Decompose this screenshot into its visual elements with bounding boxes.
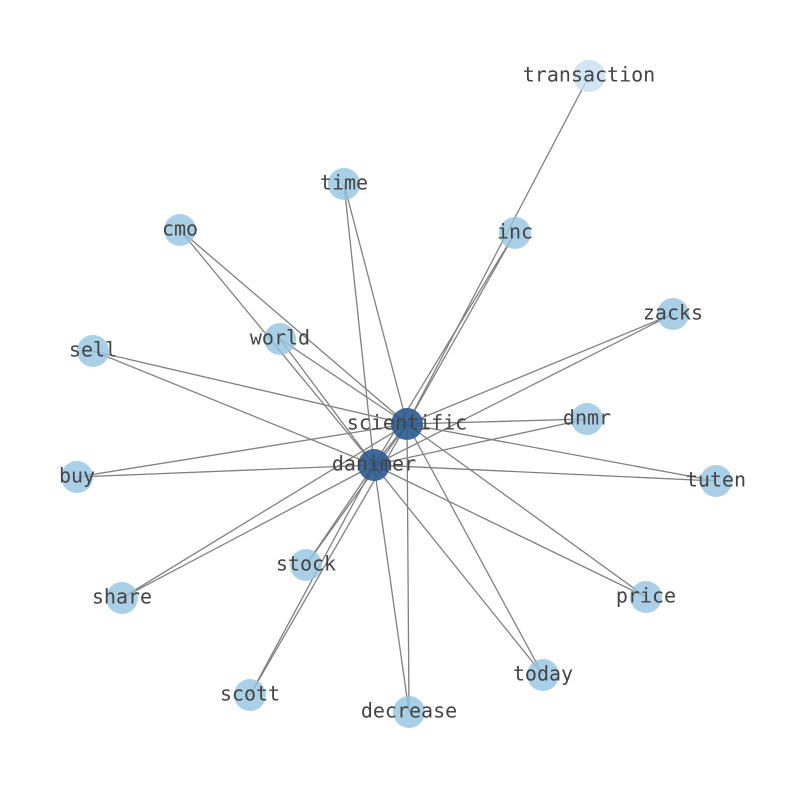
node-label: price xyxy=(616,584,676,608)
node-label: decrease xyxy=(361,699,457,723)
edge xyxy=(373,418,588,466)
edge xyxy=(121,423,408,599)
node xyxy=(573,60,605,92)
edge xyxy=(406,418,588,425)
node xyxy=(358,449,390,481)
node xyxy=(77,335,109,367)
node xyxy=(328,168,360,200)
edge xyxy=(343,183,408,425)
node-label: stock xyxy=(276,552,336,576)
node xyxy=(571,403,603,435)
edge xyxy=(92,350,375,466)
node xyxy=(290,549,322,581)
node xyxy=(630,581,662,613)
edge xyxy=(406,232,516,425)
edge xyxy=(406,423,647,598)
node-label: transaction xyxy=(523,63,655,87)
edge xyxy=(76,423,408,478)
node xyxy=(527,659,559,691)
edge xyxy=(179,229,408,425)
node-label: cmo xyxy=(162,217,198,241)
node-label: today xyxy=(513,662,573,686)
edge xyxy=(373,464,410,713)
edges xyxy=(76,75,717,713)
node xyxy=(61,461,93,493)
node xyxy=(499,217,531,249)
edge xyxy=(92,350,408,425)
edge xyxy=(279,338,375,466)
edge xyxy=(121,464,375,599)
edge xyxy=(406,423,410,713)
edge xyxy=(305,464,375,566)
node xyxy=(234,679,266,711)
node-label: scott xyxy=(220,682,280,706)
node-label: scientific xyxy=(347,411,467,435)
node xyxy=(393,696,425,728)
node-label: danimer xyxy=(332,452,416,476)
edge xyxy=(279,338,408,425)
edge xyxy=(373,464,647,598)
node xyxy=(106,582,138,614)
node xyxy=(657,298,689,330)
edge xyxy=(343,183,375,466)
node xyxy=(164,214,196,246)
node-label: world xyxy=(250,326,310,350)
node-label: share xyxy=(92,585,152,609)
edge xyxy=(406,75,590,425)
nodes: transaction time cmo inc zacks world sell scien… xyxy=(59,60,746,728)
node-label: inc xyxy=(497,220,533,244)
node-label: zacks xyxy=(643,301,703,325)
edge xyxy=(373,464,717,482)
node xyxy=(700,465,732,497)
edge xyxy=(406,423,544,676)
edge xyxy=(373,464,544,676)
node-label: tuten xyxy=(686,468,746,492)
edge xyxy=(406,423,717,482)
node xyxy=(264,323,296,355)
edge xyxy=(305,423,408,566)
edge xyxy=(76,464,375,478)
edge xyxy=(406,313,674,425)
node xyxy=(391,408,423,440)
node-label: buy xyxy=(59,464,95,488)
edge xyxy=(373,313,674,466)
node-label: time xyxy=(320,171,368,195)
node-label: sell xyxy=(69,338,117,362)
edge xyxy=(249,464,375,696)
node-label: dnmr xyxy=(563,406,611,430)
